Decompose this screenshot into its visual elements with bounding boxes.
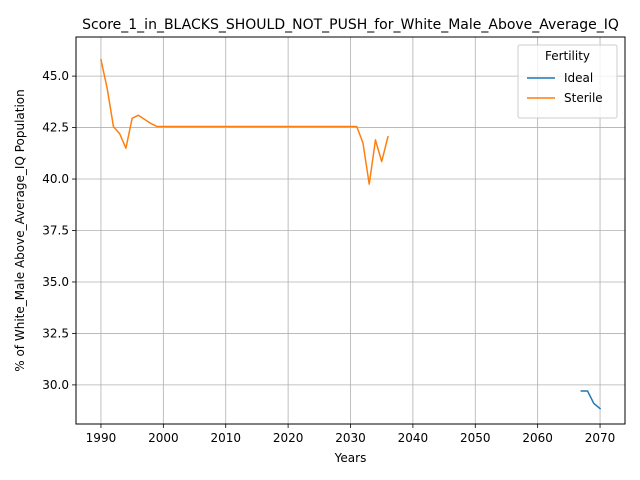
x-tick-label: 1990 bbox=[86, 431, 117, 445]
x-tick-label: 2060 bbox=[522, 431, 553, 445]
x-tick-label: 2070 bbox=[585, 431, 616, 445]
legend-label-ideal: Ideal bbox=[564, 71, 593, 85]
legend-label-sterile: Sterile bbox=[564, 91, 603, 105]
x-axis-label: Years bbox=[334, 451, 367, 465]
legend: Fertility Ideal Sterile bbox=[517, 44, 618, 119]
y-tick-label: 40.0 bbox=[42, 172, 69, 186]
legend-title: Fertility bbox=[545, 49, 590, 63]
x-tick-label: 2000 bbox=[148, 431, 179, 445]
series-line-sterile bbox=[100, 58, 389, 185]
chart-title: Score_1_in_BLACKS_SHOULD_NOT_PUSH_for_Wh… bbox=[82, 17, 619, 33]
x-tick-label: 2010 bbox=[210, 431, 241, 445]
x-tick-label: 2030 bbox=[335, 431, 366, 445]
y-tick-label: 35.0 bbox=[42, 275, 69, 289]
x-tick-label: 2040 bbox=[398, 431, 429, 445]
y-axis-label: % of White_Male Above_Average_IQ Populat… bbox=[13, 89, 27, 372]
y-tick-label: 37.5 bbox=[42, 224, 69, 238]
y-tick-label: 30.0 bbox=[42, 378, 69, 392]
series-line-ideal bbox=[580, 390, 602, 410]
x-tick-label: 2020 bbox=[273, 431, 304, 445]
y-tick-label: 32.5 bbox=[42, 326, 69, 340]
legend-entries: Ideal Sterile bbox=[527, 71, 603, 105]
axis-ticks: 1990 2000 2010 2020 2030 2040 2050 2060 2070 30.0… bbox=[42, 69, 615, 445]
x-tick-label: 2050 bbox=[460, 431, 491, 445]
series-lines bbox=[100, 58, 602, 410]
y-tick-label: 45.0 bbox=[42, 69, 69, 83]
legend-box bbox=[517, 44, 618, 119]
y-tick-label: 42.5 bbox=[42, 121, 69, 135]
